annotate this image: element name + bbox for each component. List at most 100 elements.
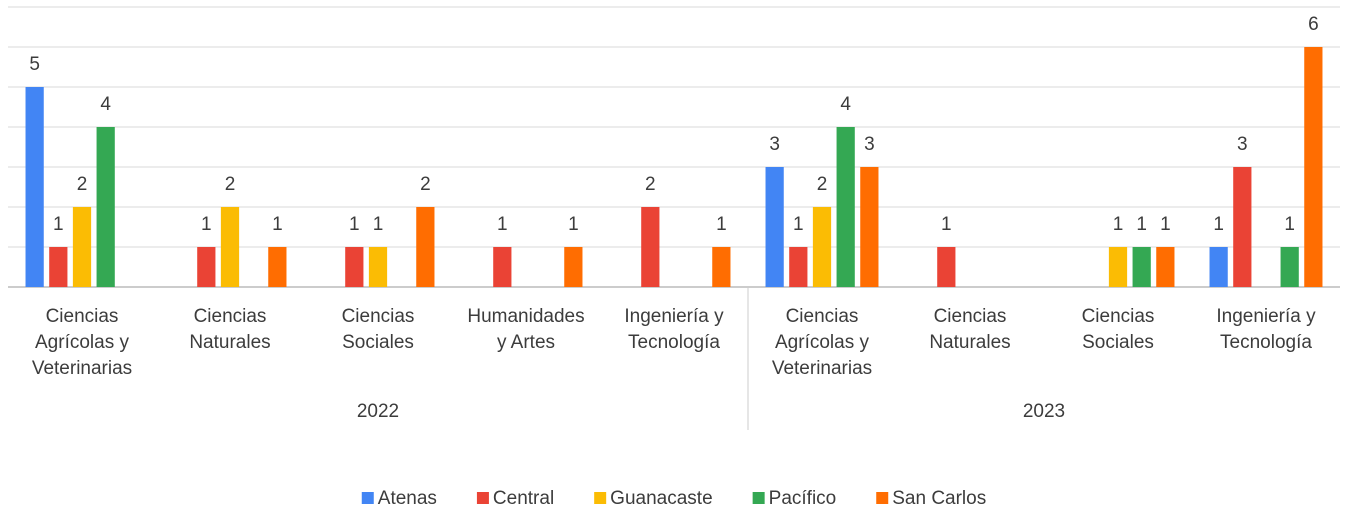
legend-swatch [876, 492, 889, 504]
legend-label: Atenas [378, 488, 437, 509]
label-line: Agrícolas y [35, 332, 129, 353]
data-label: 2 [817, 174, 828, 195]
x-tick-label: Ciencias Agrícolas y Veterinarias [772, 306, 872, 379]
label-line: Ingeniería y [1216, 306, 1316, 327]
bar [789, 247, 808, 287]
bar [812, 207, 832, 287]
data-label: 1 [201, 214, 212, 235]
bar [220, 207, 240, 287]
bar [416, 207, 435, 287]
bar [1132, 247, 1151, 287]
bar [96, 127, 115, 287]
bar [641, 207, 660, 287]
data-label: 5 [29, 54, 40, 75]
label-line: Ciencias [934, 306, 1007, 327]
x-tick-label: Ciencias Sociales [1082, 306, 1155, 353]
bar [712, 247, 731, 287]
label-line: y Artes [497, 332, 555, 353]
data-label: 1 [568, 214, 579, 235]
x-tick-label: Ciencias Naturales [189, 306, 270, 353]
legend-item: Atenas [361, 488, 437, 509]
bar [345, 247, 364, 287]
group-label: 2023 [1023, 401, 1065, 422]
data-label: 2 [77, 174, 88, 195]
bar [25, 87, 44, 287]
data-label: 1 [793, 214, 804, 235]
legend-item: Guanacaste [594, 488, 713, 509]
bar [368, 247, 388, 287]
data-label: 1 [349, 214, 360, 235]
legend-swatch [752, 492, 765, 504]
legend-swatch [594, 492, 607, 504]
data-label: 1 [272, 214, 283, 235]
bar [197, 247, 216, 287]
bar [765, 167, 784, 287]
label-line: Humanidades [467, 306, 584, 327]
legend: Atenas Central Guanacaste Pacífico San Carlo… [361, 488, 986, 509]
data-label: 2 [645, 174, 656, 195]
legend-label: Central [493, 488, 554, 509]
data-label: 1 [716, 214, 727, 235]
label-line: Tecnología [628, 332, 720, 353]
label-line: Veterinarias [772, 358, 872, 379]
x-tick-label: Ingeniería y Tecnología [1216, 306, 1316, 353]
bar [836, 127, 855, 287]
bar [268, 247, 287, 287]
legend-swatch [476, 492, 489, 504]
label-line: Ciencias [46, 306, 119, 327]
data-label: 3 [864, 134, 875, 155]
bar [937, 247, 956, 287]
data-label: 1 [53, 214, 64, 235]
bar [1108, 247, 1128, 287]
bar [1156, 247, 1175, 287]
label-line: Sociales [342, 332, 414, 353]
bar [1280, 247, 1299, 287]
data-label: 1 [1213, 214, 1224, 235]
data-label: 1 [941, 214, 952, 235]
x-tick-label: Humanidades y Artes [467, 306, 584, 353]
label-line: Naturales [189, 332, 270, 353]
data-label: 4 [840, 94, 851, 115]
bar [860, 167, 879, 287]
label-line: Ciencias [1082, 306, 1155, 327]
legend-label: Guanacaste [610, 488, 712, 509]
data-label: 1 [1136, 214, 1147, 235]
data-label: 2 [420, 174, 431, 195]
bar [564, 247, 583, 287]
data-label: 3 [769, 134, 780, 155]
label-line: Ciencias [786, 306, 859, 327]
data-label: 2 [225, 174, 236, 195]
label-line: Sociales [1082, 332, 1154, 353]
legend-item: Central [476, 488, 554, 509]
x-tick-label: Ingeniería y Tecnología [624, 306, 724, 353]
data-label: 1 [373, 214, 384, 235]
legend-label: San Carlos [892, 488, 986, 509]
bar [1304, 47, 1323, 287]
data-label: 3 [1237, 134, 1248, 155]
data-label: 4 [100, 94, 111, 115]
bar [1209, 247, 1228, 287]
label-line: Veterinarias [32, 358, 132, 379]
label-line: Agrícolas y [775, 332, 869, 353]
data-label: 6 [1308, 14, 1319, 35]
bar [493, 247, 512, 287]
group-label: 2022 [357, 401, 399, 422]
x-tick-label: Ciencias Agrícolas y Veterinarias [32, 306, 132, 379]
label-line: Ciencias [342, 306, 415, 327]
label-line: Naturales [929, 332, 1010, 353]
legend-swatch [361, 492, 374, 504]
data-label: 1 [1160, 214, 1171, 235]
legend-item: Pacífico [752, 488, 837, 509]
legend-item: San Carlos [876, 488, 986, 509]
x-tick-label: Ciencias Sociales [342, 306, 415, 353]
data-label: 1 [497, 214, 508, 235]
label-line: Tecnología [1220, 332, 1312, 353]
data-label: 1 [1113, 214, 1124, 235]
label-line: Ciencias [194, 306, 267, 327]
legend-label: Pacífico [769, 488, 837, 509]
x-tick-label: Ciencias Naturales [929, 306, 1010, 353]
bar [72, 207, 92, 287]
bar [49, 247, 68, 287]
label-line: Ingeniería y [624, 306, 724, 327]
